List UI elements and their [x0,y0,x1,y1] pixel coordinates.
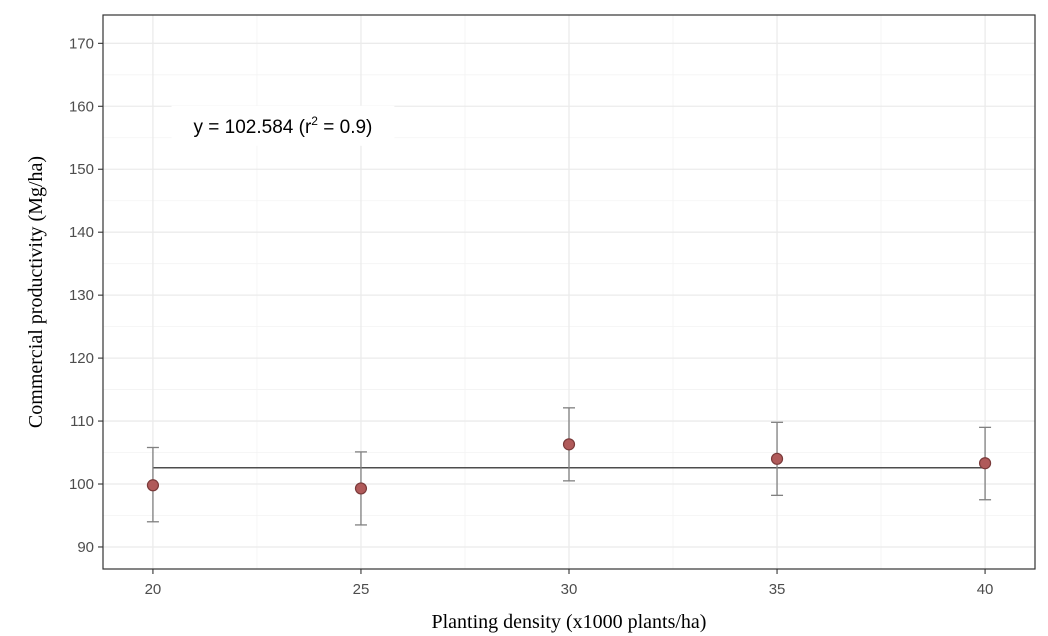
y-tick-label: 110 [70,413,94,430]
annotation: y = 102.584 (r2 = 0.9) [171,105,395,146]
data-point [354,482,368,495]
y-tick-label: 140 [69,224,94,241]
data-point [978,457,992,470]
y-tick-label: 150 [69,161,94,178]
x-tick-label: 20 [145,581,162,598]
data-points [146,438,992,495]
annotation-main: y = 102.584 (r [194,117,312,138]
x-axis-ticks: 20 25 30 35 40 [145,569,994,598]
y-axis-ticks: 90 100 110 120 130 140 150 160 170 [69,35,103,556]
annotation-background [171,105,395,146]
y-tick-label: 90 [77,539,94,556]
data-point [146,479,160,492]
annotation-superscript: 2 [311,114,318,128]
y-axis-title: Commercial productivity (Mg/ha) [25,156,47,428]
data-point [770,452,784,465]
y-tick-label: 170 [69,35,94,52]
x-tick-label: 40 [977,581,994,598]
y-tick-label: 120 [69,350,94,367]
data-point [562,438,576,451]
x-tick-label: 30 [561,581,578,598]
y-tick-label: 100 [69,476,94,493]
y-tick-label: 160 [69,98,94,115]
annotation-text: y = 102.584 (r2 = 0.9) [194,114,373,138]
x-tick-label: 35 [769,581,786,598]
annotation-tail: = 0.9) [318,117,372,138]
x-axis-title: Planting density (x1000 plants/ha) [432,611,707,633]
x-tick-label: 25 [353,581,370,598]
y-tick-label: 130 [69,287,94,304]
grid [103,15,1035,569]
